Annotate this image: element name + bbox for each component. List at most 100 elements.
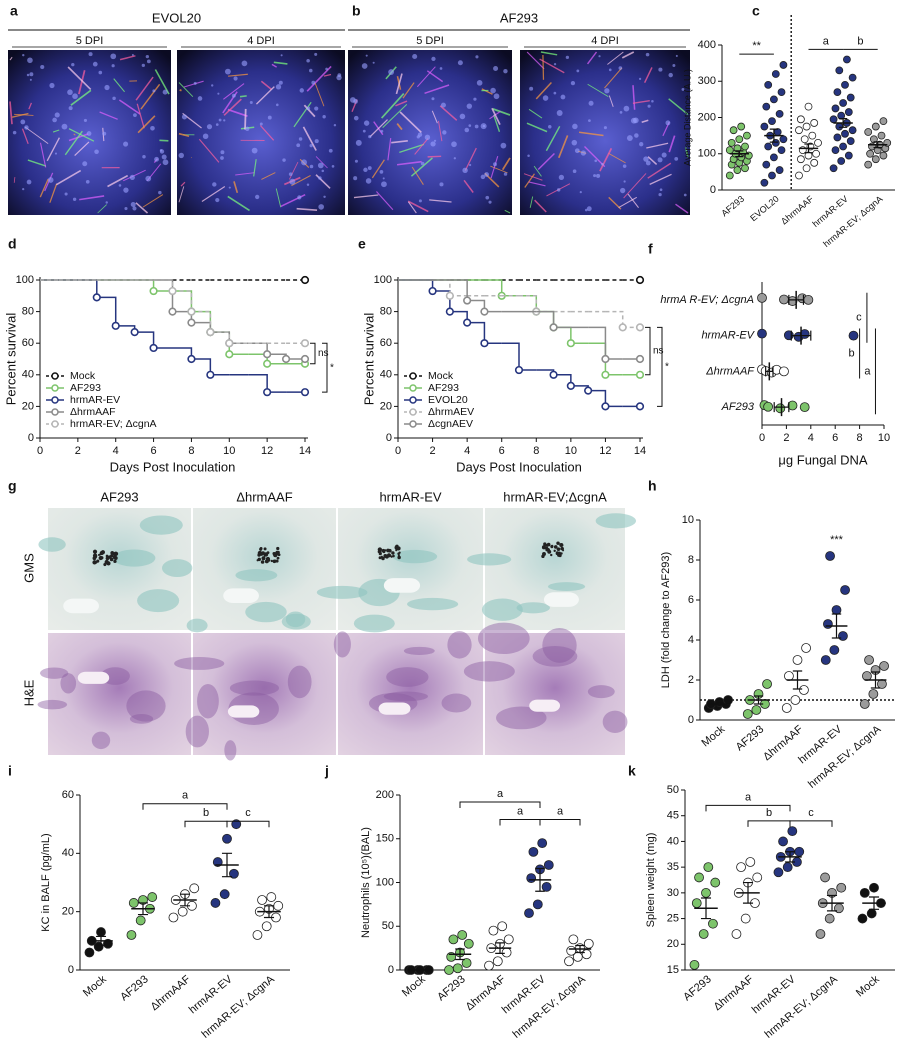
legend-label: Mock [70, 370, 96, 382]
data-point [781, 703, 792, 713]
survival-marker [584, 386, 593, 395]
legend-label: Mock [428, 370, 454, 382]
y-tick-label: 50 [667, 784, 679, 796]
cell [317, 162, 324, 169]
hypha [136, 103, 145, 129]
micrograph [520, 50, 690, 215]
hypha [586, 51, 598, 65]
column-title: 5 DPI [76, 35, 104, 47]
tissue [185, 715, 209, 748]
data-point [810, 119, 819, 127]
hypha [135, 76, 154, 101]
tissue [595, 513, 637, 529]
fungus [556, 547, 561, 551]
hypha [545, 125, 561, 152]
survival-step [172, 290, 193, 312]
cell [54, 112, 60, 118]
fungus [384, 549, 387, 552]
cell [576, 69, 580, 73]
cell [619, 111, 623, 114]
hypha [647, 156, 658, 165]
data-point [799, 685, 809, 695]
data-point [691, 898, 702, 909]
sem-bar [870, 671, 881, 689]
cell [132, 206, 137, 211]
fungus [550, 553, 553, 557]
hypha [608, 95, 614, 108]
cell [255, 194, 260, 200]
significance-bracket [142, 803, 228, 810]
hypha [535, 81, 552, 100]
x-tick-label: 0 [395, 445, 401, 457]
survival-marker [263, 388, 272, 397]
data-point [779, 294, 789, 305]
cell [159, 149, 165, 154]
survival-marker [601, 402, 610, 411]
y-tick-label: 0 [688, 714, 694, 726]
panel-letter: k [628, 763, 636, 779]
data-point [742, 709, 753, 719]
data-point [751, 705, 762, 715]
cell [202, 133, 209, 140]
hypha [526, 122, 548, 133]
legend-marker [409, 372, 417, 380]
data-point [773, 867, 784, 878]
cell [586, 206, 592, 212]
cell [278, 80, 283, 85]
y-tick-label: 45 [667, 810, 679, 822]
hypha [303, 104, 316, 118]
hypha [396, 123, 403, 131]
cell [473, 97, 477, 101]
x-tick-label: hrmAR-EV; ΔcgnA [763, 973, 841, 1041]
sem-bar [773, 402, 790, 413]
data-point [799, 329, 810, 339]
hypha [557, 135, 569, 159]
cell [82, 161, 88, 167]
data-point [257, 895, 267, 905]
cell [102, 131, 107, 136]
panel-letter: e [358, 236, 366, 252]
column-title: 4 DPI [591, 35, 619, 47]
cell [623, 180, 626, 183]
x-tick-label: AF293 [719, 194, 746, 219]
significance-bracket [226, 820, 270, 828]
cell [289, 178, 296, 185]
hypha [227, 195, 250, 212]
cell [382, 177, 385, 180]
y-axis-label: KC in BALF (pg/mL) [40, 833, 52, 931]
hypha [684, 147, 689, 158]
cell [630, 117, 637, 124]
x-tick-label: 2 [430, 445, 436, 457]
data-point [835, 122, 844, 131]
cell [608, 68, 612, 72]
cell [331, 165, 335, 168]
panel-letter: d [8, 236, 17, 252]
data-point [779, 61, 788, 69]
x-tick-label: hrmAR-EV; ΔcgnA [511, 973, 589, 1041]
hypha [524, 173, 535, 188]
hypha [154, 69, 170, 95]
x-tick-label: hrmAR-EV; ΔcgnA [821, 194, 884, 249]
data-point [698, 929, 709, 939]
micrograph [485, 633, 625, 755]
cell [110, 53, 117, 60]
fungus [265, 556, 271, 562]
tissue [602, 710, 628, 734]
data-point [782, 862, 793, 873]
panel-letter: i [8, 763, 12, 779]
tissue [532, 645, 578, 667]
cell [503, 172, 508, 176]
cell [372, 61, 375, 64]
x-tick-label: 10 [223, 445, 235, 457]
x-tick-label: AF293 [734, 723, 767, 753]
significance-label: b [203, 807, 209, 819]
fungus [543, 542, 547, 546]
cell [493, 162, 497, 167]
data-point [768, 117, 776, 126]
fungus [113, 551, 119, 556]
cell [440, 102, 446, 108]
cell [314, 139, 319, 144]
legend-marker [51, 372, 59, 380]
tissue [287, 665, 312, 699]
cell [245, 126, 250, 131]
